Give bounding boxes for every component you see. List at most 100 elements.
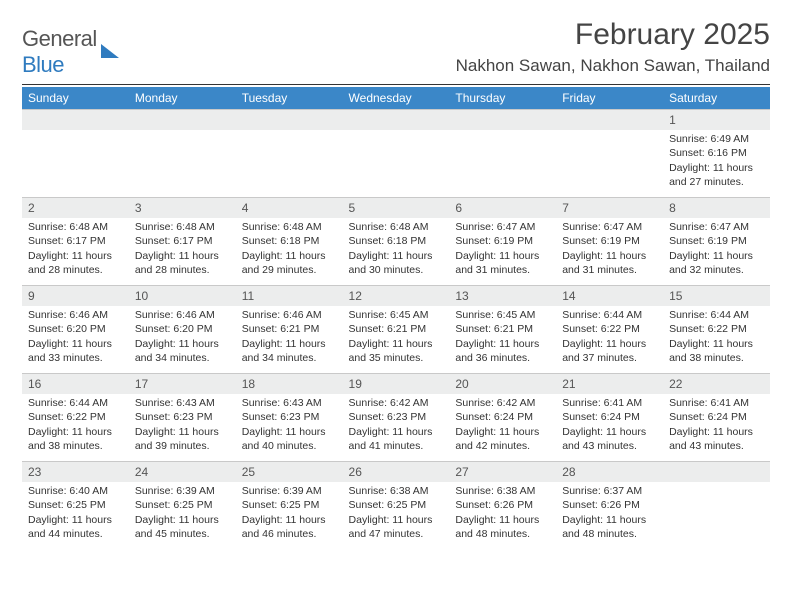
day-number [129, 109, 236, 130]
day-detail-line: Sunset: 6:23 PM [242, 410, 337, 424]
day-detail-line: Sunset: 6:25 PM [242, 498, 337, 512]
calendar-day-cell: 8Sunrise: 6:47 AMSunset: 6:19 PMDaylight… [663, 197, 770, 285]
calendar-week-row: 2Sunrise: 6:48 AMSunset: 6:17 PMDaylight… [22, 197, 770, 285]
calendar-day-cell: 18Sunrise: 6:43 AMSunset: 6:23 PMDayligh… [236, 373, 343, 461]
day-detail-line: Sunrise: 6:48 AM [28, 220, 123, 234]
day-detail-line: Sunset: 6:20 PM [135, 322, 230, 336]
calendar-day-cell [663, 461, 770, 549]
day-detail-line: Sunset: 6:16 PM [669, 146, 764, 160]
day-number: 13 [449, 285, 556, 306]
calendar-day-cell: 14Sunrise: 6:44 AMSunset: 6:22 PMDayligh… [556, 285, 663, 373]
day-number [663, 461, 770, 482]
day-details: Sunrise: 6:46 AMSunset: 6:20 PMDaylight:… [129, 308, 236, 369]
day-details: Sunrise: 6:48 AMSunset: 6:18 PMDaylight:… [236, 220, 343, 281]
day-details: Sunrise: 6:44 AMSunset: 6:22 PMDaylight:… [556, 308, 663, 369]
logo: General Blue [22, 18, 119, 78]
calendar-body: 1Sunrise: 6:49 AMSunset: 6:16 PMDaylight… [22, 109, 770, 549]
day-detail-line: Sunset: 6:24 PM [455, 410, 550, 424]
day-details: Sunrise: 6:37 AMSunset: 6:26 PMDaylight:… [556, 484, 663, 545]
calendar-day-cell: 1Sunrise: 6:49 AMSunset: 6:16 PMDaylight… [663, 109, 770, 197]
day-detail-line: Sunrise: 6:46 AM [28, 308, 123, 322]
day-detail-line: Daylight: 11 hours and 42 minutes. [455, 425, 550, 453]
day-number: 12 [343, 285, 450, 306]
calendar-day-cell [129, 109, 236, 197]
day-number: 17 [129, 373, 236, 394]
day-details: Sunrise: 6:44 AMSunset: 6:22 PMDaylight:… [22, 396, 129, 457]
day-detail-line: Sunrise: 6:44 AM [562, 308, 657, 322]
calendar-day-cell: 4Sunrise: 6:48 AMSunset: 6:18 PMDaylight… [236, 197, 343, 285]
day-detail-line: Sunset: 6:26 PM [562, 498, 657, 512]
calendar-day-cell: 9Sunrise: 6:46 AMSunset: 6:20 PMDaylight… [22, 285, 129, 373]
day-detail-line: Sunrise: 6:39 AM [242, 484, 337, 498]
day-detail-line: Daylight: 11 hours and 31 minutes. [455, 249, 550, 277]
day-detail-line: Sunrise: 6:38 AM [455, 484, 550, 498]
day-detail-line: Daylight: 11 hours and 45 minutes. [135, 513, 230, 541]
day-number: 21 [556, 373, 663, 394]
day-details: Sunrise: 6:48 AMSunset: 6:18 PMDaylight:… [343, 220, 450, 281]
calendar-day-cell: 12Sunrise: 6:45 AMSunset: 6:21 PMDayligh… [343, 285, 450, 373]
day-details: Sunrise: 6:45 AMSunset: 6:21 PMDaylight:… [343, 308, 450, 369]
day-details: Sunrise: 6:38 AMSunset: 6:26 PMDaylight:… [449, 484, 556, 545]
day-detail-line: Daylight: 11 hours and 34 minutes. [135, 337, 230, 365]
calendar-day-cell: 17Sunrise: 6:43 AMSunset: 6:23 PMDayligh… [129, 373, 236, 461]
day-number: 8 [663, 197, 770, 218]
day-detail-line: Daylight: 11 hours and 40 minutes. [242, 425, 337, 453]
day-details: Sunrise: 6:47 AMSunset: 6:19 PMDaylight:… [556, 220, 663, 281]
title-block: February 2025 Nakhon Sawan, Nakhon Sawan… [456, 18, 770, 76]
day-detail-line: Sunrise: 6:42 AM [349, 396, 444, 410]
day-number: 28 [556, 461, 663, 482]
day-number: 23 [22, 461, 129, 482]
calendar-day-cell: 15Sunrise: 6:44 AMSunset: 6:22 PMDayligh… [663, 285, 770, 373]
day-details: Sunrise: 6:45 AMSunset: 6:21 PMDaylight:… [449, 308, 556, 369]
day-number [556, 109, 663, 130]
day-details: Sunrise: 6:43 AMSunset: 6:23 PMDaylight:… [129, 396, 236, 457]
calendar-day-cell [22, 109, 129, 197]
day-details: Sunrise: 6:49 AMSunset: 6:16 PMDaylight:… [663, 132, 770, 193]
calendar-day-cell: 10Sunrise: 6:46 AMSunset: 6:20 PMDayligh… [129, 285, 236, 373]
day-details: Sunrise: 6:42 AMSunset: 6:23 PMDaylight:… [343, 396, 450, 457]
calendar-day-cell: 24Sunrise: 6:39 AMSunset: 6:25 PMDayligh… [129, 461, 236, 549]
day-detail-line: Sunset: 6:22 PM [562, 322, 657, 336]
day-number: 19 [343, 373, 450, 394]
day-detail-line: Sunset: 6:23 PM [135, 410, 230, 424]
divider [22, 84, 770, 85]
day-detail-line: Sunrise: 6:41 AM [669, 396, 764, 410]
logo-triangle-icon [101, 44, 119, 58]
calendar-day-cell: 11Sunrise: 6:46 AMSunset: 6:21 PMDayligh… [236, 285, 343, 373]
weekday-header: Monday [129, 87, 236, 109]
day-detail-line: Daylight: 11 hours and 28 minutes. [28, 249, 123, 277]
weekday-header: Thursday [449, 87, 556, 109]
day-detail-line: Sunrise: 6:38 AM [349, 484, 444, 498]
calendar-day-cell: 19Sunrise: 6:42 AMSunset: 6:23 PMDayligh… [343, 373, 450, 461]
weekday-header: Tuesday [236, 87, 343, 109]
calendar-week-row: 16Sunrise: 6:44 AMSunset: 6:22 PMDayligh… [22, 373, 770, 461]
day-detail-line: Sunset: 6:17 PM [28, 234, 123, 248]
weekday-header: Sunday [22, 87, 129, 109]
calendar-day-cell: 20Sunrise: 6:42 AMSunset: 6:24 PMDayligh… [449, 373, 556, 461]
day-detail-line: Sunset: 6:22 PM [669, 322, 764, 336]
day-detail-line: Daylight: 11 hours and 30 minutes. [349, 249, 444, 277]
header: General Blue February 2025 Nakhon Sawan,… [22, 18, 770, 78]
calendar-day-cell: 23Sunrise: 6:40 AMSunset: 6:25 PMDayligh… [22, 461, 129, 549]
calendar-day-cell [449, 109, 556, 197]
day-detail-line: Daylight: 11 hours and 47 minutes. [349, 513, 444, 541]
day-detail-line: Sunset: 6:18 PM [242, 234, 337, 248]
day-details: Sunrise: 6:44 AMSunset: 6:22 PMDaylight:… [663, 308, 770, 369]
day-detail-line: Sunset: 6:22 PM [28, 410, 123, 424]
day-number: 16 [22, 373, 129, 394]
day-details: Sunrise: 6:46 AMSunset: 6:20 PMDaylight:… [22, 308, 129, 369]
day-detail-line: Sunset: 6:25 PM [28, 498, 123, 512]
calendar-header-row: SundayMondayTuesdayWednesdayThursdayFrid… [22, 87, 770, 109]
day-detail-line: Sunrise: 6:47 AM [562, 220, 657, 234]
day-details: Sunrise: 6:38 AMSunset: 6:25 PMDaylight:… [343, 484, 450, 545]
calendar-day-cell [556, 109, 663, 197]
day-details: Sunrise: 6:47 AMSunset: 6:19 PMDaylight:… [663, 220, 770, 281]
day-detail-line: Daylight: 11 hours and 41 minutes. [349, 425, 444, 453]
calendar-day-cell: 6Sunrise: 6:47 AMSunset: 6:19 PMDaylight… [449, 197, 556, 285]
day-detail-line: Sunrise: 6:41 AM [562, 396, 657, 410]
day-detail-line: Sunrise: 6:40 AM [28, 484, 123, 498]
day-details: Sunrise: 6:43 AMSunset: 6:23 PMDaylight:… [236, 396, 343, 457]
day-detail-line: Sunrise: 6:39 AM [135, 484, 230, 498]
day-detail-line: Sunrise: 6:42 AM [455, 396, 550, 410]
day-number: 9 [22, 285, 129, 306]
